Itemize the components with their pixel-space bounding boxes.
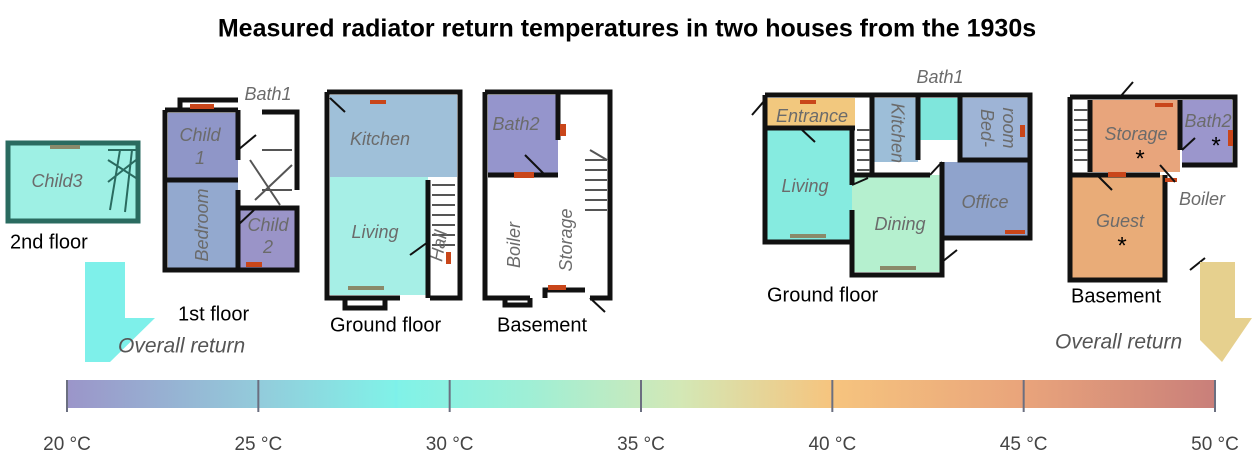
house1-2nd-floor: Child3 2nd floor: [5, 140, 141, 253]
tick-label: 25 °C: [234, 434, 282, 455]
note: *: [1211, 132, 1220, 159]
room-label: Living: [351, 222, 398, 242]
room-label: Kitchen: [887, 103, 907, 163]
house2-ground-floor: Bath1 Entrance Living Kitchen Bed-room D…: [751, 67, 1033, 306]
room-label-line: 2: [262, 237, 273, 257]
room-label: Storage: [556, 208, 576, 271]
room-label-line: 1: [195, 148, 205, 168]
title: Measured radiator return temperatures in…: [218, 15, 1036, 43]
floor-label: 2nd floor: [10, 231, 88, 253]
tick-label: 35 °C: [617, 434, 665, 455]
colorbar: 20 °C 25 °C 30 °C 35 °C 40 °C 45 °C 50 °C: [43, 380, 1239, 455]
tick-label: 40 °C: [808, 434, 856, 455]
floor-label: Ground floor: [330, 314, 442, 336]
house1-basement: Bath2 Boiler Storage Basement: [482, 89, 613, 336]
tick-label: 50 °C: [1191, 434, 1239, 455]
overall-return-arrow: [85, 262, 155, 362]
room-label: Kitchen: [350, 129, 410, 149]
room-label: Bed-room: [977, 107, 1019, 148]
room-label: Bath2: [492, 114, 539, 134]
overall-return-label: Overall return: [118, 335, 245, 358]
house1-ground-floor: Kitchen Living Hall Ground floor: [324, 89, 463, 336]
room-label: Boiler: [504, 221, 524, 268]
room-label: Living: [781, 176, 828, 196]
room-label-line: room: [999, 107, 1019, 148]
room-label: Guest: [1096, 211, 1145, 231]
floor-label: Basement: [497, 314, 587, 336]
overall-return-label: Overall return: [1055, 331, 1182, 354]
room-label: Child 2: [247, 215, 289, 257]
room-label: Storage: [1104, 124, 1167, 144]
room-label: Office: [961, 192, 1008, 212]
room-label: Entrance: [776, 106, 848, 126]
room-label: Bath1: [244, 84, 291, 104]
room-label-line: Bed-: [977, 109, 997, 147]
house2-basement: Storage * Bath2 * Guest * Boiler Basemen…: [1067, 81, 1238, 307]
room-label: Child3: [31, 171, 82, 191]
room-label: Dining: [874, 214, 925, 234]
room-label: Bedroom: [192, 188, 212, 261]
house1-1st-floor: Bath1 Child 1 Bedroom Child 2 1st floor: [162, 84, 300, 325]
overall-return-arrow: [1200, 262, 1252, 362]
room-label: Bath1: [916, 67, 963, 87]
floor-label: 1st floor: [178, 303, 249, 325]
room-label: Child 1: [179, 125, 221, 168]
tick-label: 20 °C: [43, 434, 91, 455]
note: *: [1117, 232, 1126, 259]
note: *: [1135, 145, 1144, 172]
room-label-line: Child: [247, 215, 289, 235]
floor-label: Basement: [1071, 285, 1161, 307]
tick-label: 45 °C: [1000, 434, 1048, 455]
room-label: Bath2: [1184, 111, 1231, 131]
floor-label: Ground floor: [767, 284, 879, 306]
room-label-line: Child: [179, 125, 221, 145]
tick-label: 30 °C: [426, 434, 474, 455]
room-label: Boiler: [1179, 189, 1226, 209]
